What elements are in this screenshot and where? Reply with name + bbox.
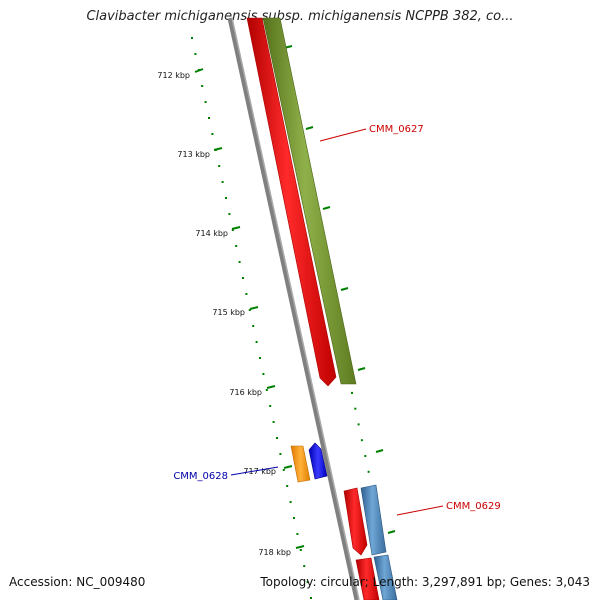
- feature-olive[interactable]: [262, 17, 357, 385]
- tick-mark: [283, 465, 293, 469]
- scale-dot: [296, 533, 299, 535]
- tick-mark: [249, 306, 259, 310]
- scale-dot: [208, 117, 210, 119]
- scale-dot: [299, 549, 302, 551]
- scale-dot: [276, 437, 278, 439]
- scale-dot: [289, 501, 292, 503]
- cds-cmm-0629[interactable]: [343, 487, 368, 556]
- gene-label-cmm-0627[interactable]: CMM_0627: [369, 124, 424, 135]
- genome-summary-text: Topology: circular; Length: 3,297,891 bp…: [260, 575, 590, 589]
- scale-dot: [265, 389, 268, 391]
- scale-dot: [245, 293, 248, 295]
- feature-orange[interactable]: [290, 445, 311, 483]
- scale-dot: [231, 229, 234, 231]
- tick-label-718: 718 kbp: [258, 548, 291, 557]
- scale-dot: [218, 165, 221, 167]
- scale-dot: [235, 245, 238, 247]
- map-title: Clavibacter michiganensis subsp. michiga…: [86, 9, 514, 24]
- gene-label-cmm-0629[interactable]: CMM_0629: [446, 501, 501, 512]
- scale-dot: [293, 517, 295, 519]
- scale-dot: [194, 53, 197, 55]
- label-leader: [230, 466, 279, 476]
- scale-dot: [306, 581, 309, 583]
- accession-text: Accession: NC_009480: [9, 575, 146, 589]
- feature-steelblue-2[interactable]: [373, 554, 398, 600]
- cds-forward-strand-2[interactable]: [355, 557, 380, 600]
- tick-label-715: 715 kbp: [212, 308, 245, 317]
- cds-forward-strand-1[interactable]: [246, 17, 337, 387]
- scale-dot: [225, 197, 227, 199]
- scale-dot: [279, 453, 282, 455]
- label-leader: [396, 505, 444, 516]
- tick-mark: [295, 545, 305, 549]
- scale-dot: [272, 421, 275, 423]
- scale-dot: [248, 309, 251, 311]
- tick-label-714: 714 kbp: [195, 229, 228, 238]
- scale-dot: [252, 325, 255, 327]
- tick-mark: [194, 68, 204, 73]
- scale-dot: [238, 261, 241, 263]
- scale-ticks: 712 kbp 713 kbp 714 kbp 715 kbp 716 kbp …: [157, 68, 305, 557]
- scale-dot: [242, 277, 244, 279]
- tick-mark: [213, 147, 223, 151]
- scale-dot: [286, 485, 289, 487]
- scale-dot: [354, 407, 357, 410]
- tick-label-717: 717 kbp: [243, 467, 276, 476]
- scale-dot: [201, 85, 204, 87]
- tick-mark: [231, 226, 241, 230]
- scale-dot: [262, 373, 265, 375]
- tick-label-716: 716 kbp: [229, 388, 262, 397]
- scale-dot: [364, 455, 367, 457]
- scale-dot: [228, 213, 231, 215]
- scale-dot: [204, 101, 207, 103]
- feature-steelblue[interactable]: [360, 484, 387, 556]
- label-leader: [319, 128, 367, 142]
- tick-label-712: 712 kbp: [157, 71, 190, 80]
- scale-dot: [367, 470, 370, 473]
- scale-dot: [191, 37, 193, 39]
- scale-dot: [357, 423, 360, 426]
- scale-dot: [360, 439, 363, 442]
- scale-dot: [282, 469, 285, 471]
- tick-mark: [266, 385, 276, 389]
- scale-dot: [351, 391, 353, 394]
- tick-label-713: 713 kbp: [177, 150, 210, 159]
- scale-dot: [269, 405, 272, 407]
- cds-cmm-0628[interactable]: [308, 442, 328, 480]
- scale-dot: [310, 597, 312, 599]
- backbone: [227, 17, 360, 600]
- gene-label-cmm-0628[interactable]: CMM_0628: [173, 471, 228, 482]
- scale-dot: [259, 357, 261, 359]
- scale-dot: [221, 181, 224, 183]
- scale-dot: [211, 133, 214, 135]
- scale-dot: [303, 565, 306, 567]
- scale-dot: [255, 341, 258, 343]
